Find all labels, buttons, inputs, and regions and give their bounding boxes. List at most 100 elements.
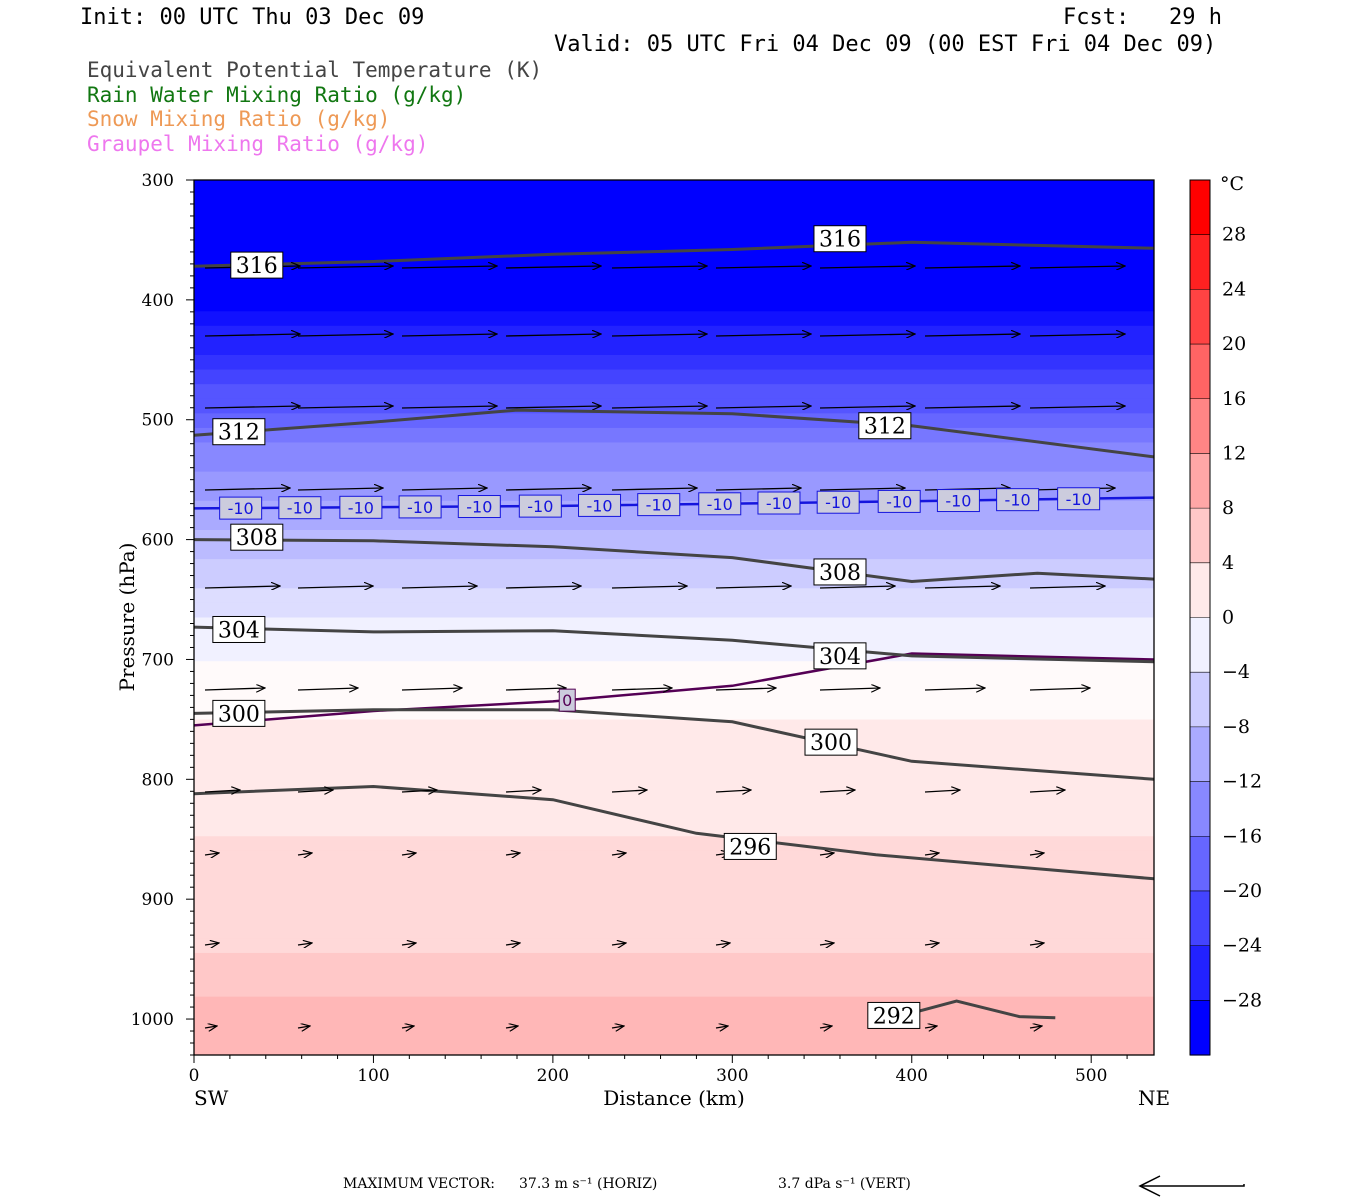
contour-label: 300 bbox=[218, 702, 260, 727]
contour-label-box bbox=[813, 642, 867, 670]
wind-vector bbox=[715, 790, 751, 792]
legend-snow: Snow Mixing Ratio (g/kg) bbox=[87, 107, 391, 131]
wind-vector bbox=[819, 790, 855, 792]
temperature-band bbox=[194, 734, 1154, 750]
temperature-band bbox=[194, 661, 1154, 677]
contour-label: 304 bbox=[218, 618, 260, 643]
colorbar-segment bbox=[1190, 289, 1210, 345]
wind-vector bbox=[297, 488, 383, 490]
contour-label-box bbox=[813, 225, 867, 253]
wind-vector bbox=[297, 586, 373, 588]
wind-vector bbox=[819, 1026, 832, 1028]
wind-vector bbox=[505, 586, 581, 588]
x-end-label-right: NE bbox=[1138, 1086, 1170, 1110]
wind-vector bbox=[1029, 1026, 1042, 1028]
temperature-band bbox=[194, 340, 1154, 356]
max-vector-label: MAXIMUM VECTOR: bbox=[343, 1176, 495, 1192]
isotherm-label: -10 bbox=[466, 498, 492, 517]
wind-vector bbox=[505, 266, 601, 268]
isotherm-label: -10 bbox=[287, 499, 313, 518]
wind-vector bbox=[401, 334, 497, 336]
temperature-band bbox=[194, 952, 1154, 969]
colorbar-segment bbox=[1190, 672, 1210, 728]
temperature-band bbox=[194, 909, 1154, 925]
contour-label: 300 bbox=[810, 731, 852, 756]
theta-e-contour bbox=[194, 240, 1154, 268]
temperature-band bbox=[194, 559, 1154, 575]
temperature-band bbox=[194, 850, 1154, 867]
contour-label-box bbox=[813, 558, 867, 586]
wind-vector bbox=[297, 266, 393, 268]
temperature-band bbox=[194, 223, 1154, 239]
temperature-band bbox=[194, 311, 1154, 327]
max-vector-horiz: 37.3 m s⁻¹ (HORIZ) bbox=[519, 1176, 658, 1192]
temperature-band bbox=[194, 296, 1154, 312]
colorbar-label: −28 bbox=[1222, 989, 1262, 1011]
colorbar-label: 24 bbox=[1222, 278, 1246, 300]
wind-vector bbox=[1029, 790, 1065, 792]
temperature-band bbox=[194, 748, 1154, 764]
wind-vector bbox=[505, 1026, 518, 1028]
wind-vector bbox=[204, 1026, 217, 1028]
contour-label: 304 bbox=[819, 645, 861, 670]
wind-vector bbox=[505, 488, 591, 490]
colorbar-label: 12 bbox=[1222, 442, 1246, 464]
temperature-band bbox=[194, 807, 1154, 823]
colorbar-segment bbox=[1190, 562, 1210, 619]
y-tick-label: 400 bbox=[142, 291, 174, 311]
wind-vector bbox=[401, 853, 416, 855]
wind-vector bbox=[297, 334, 393, 336]
wind-vector bbox=[204, 853, 219, 855]
isotherm-label-box bbox=[219, 496, 263, 520]
colorbar-segment bbox=[1190, 344, 1210, 400]
temperature-band bbox=[194, 792, 1154, 808]
wind-vector bbox=[924, 1026, 937, 1028]
wind-vector bbox=[819, 688, 880, 690]
temperature-band bbox=[194, 632, 1154, 648]
contour-label: 312 bbox=[218, 421, 260, 446]
wind-vector bbox=[297, 1026, 310, 1028]
colorbar-segment bbox=[1190, 180, 1210, 236]
wind-vector bbox=[297, 853, 312, 855]
wind-vector bbox=[715, 334, 811, 336]
wind-vector bbox=[401, 488, 487, 490]
colorbar-label: 8 bbox=[1222, 497, 1234, 519]
isotherm-label: -10 bbox=[407, 498, 433, 517]
colorbar-segment bbox=[1190, 617, 1210, 673]
temperature-band bbox=[194, 777, 1154, 794]
temperature-band bbox=[194, 369, 1154, 385]
x-tick-label: 400 bbox=[896, 1066, 928, 1086]
colorbar-segment bbox=[1190, 836, 1210, 892]
colorbar-segment bbox=[1190, 398, 1210, 455]
temperature-band bbox=[194, 573, 1154, 589]
contour-label-box bbox=[212, 615, 266, 643]
y-tick-label: 600 bbox=[142, 531, 174, 551]
wind-vector bbox=[819, 266, 915, 268]
temperature-band bbox=[194, 938, 1154, 954]
isotherm-label-box bbox=[558, 688, 576, 712]
wind-vector bbox=[204, 334, 300, 336]
wind-vector bbox=[1029, 406, 1125, 408]
temperature-band bbox=[194, 763, 1154, 779]
colorbar-segment bbox=[1190, 508, 1210, 564]
temperature-band bbox=[194, 427, 1154, 444]
wind-vector bbox=[1029, 266, 1125, 268]
temperature-band bbox=[194, 1040, 1154, 1055]
wind-vector bbox=[924, 943, 939, 945]
temperature-band bbox=[194, 996, 1154, 1012]
wind-vector bbox=[819, 334, 915, 336]
x-tick-label: 300 bbox=[716, 1066, 748, 1086]
colorbar-label: 20 bbox=[1222, 333, 1246, 355]
temperature-band bbox=[194, 646, 1154, 662]
colorbar-label: −12 bbox=[1222, 771, 1262, 793]
contour-label: 308 bbox=[819, 561, 861, 586]
colorbar-label: 4 bbox=[1222, 552, 1234, 574]
isotherm-label-box bbox=[816, 490, 860, 514]
isotherm-label: 0 bbox=[562, 691, 572, 710]
isotherm-label-box bbox=[877, 489, 921, 513]
wind-vector bbox=[401, 943, 416, 945]
isotherm-label-box bbox=[1057, 487, 1101, 511]
wind-vector bbox=[505, 688, 566, 690]
max-vector-vert: 3.7 dPa s⁻¹ (VERT) bbox=[778, 1176, 911, 1192]
legend-rain-water: Rain Water Mixing Ratio (g/kg) bbox=[87, 83, 467, 107]
